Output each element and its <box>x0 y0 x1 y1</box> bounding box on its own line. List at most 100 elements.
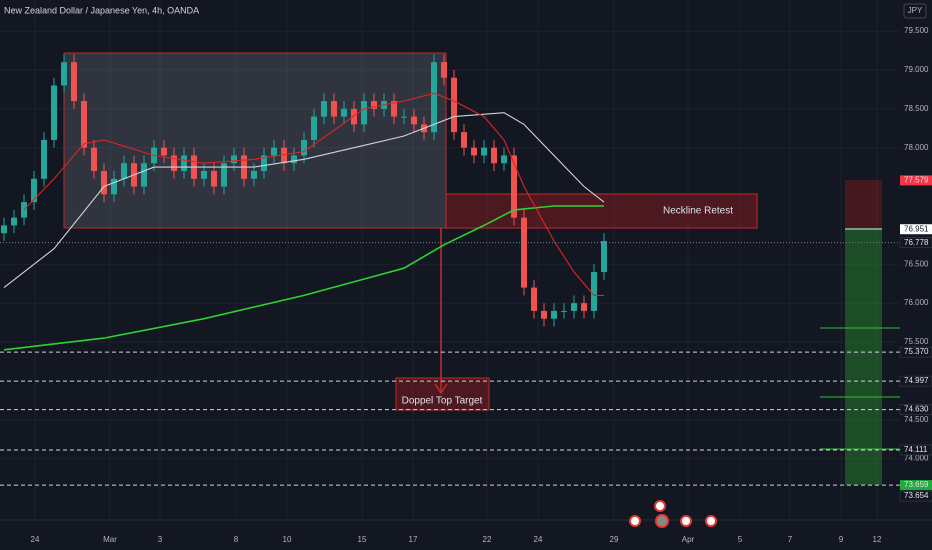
target-label: Doppel Top Target <box>402 396 483 407</box>
candle-body <box>11 217 17 226</box>
currency-box <box>903 3 927 19</box>
candle-body <box>451 77 457 133</box>
y-tick-label: 78.000 <box>904 143 929 152</box>
candle-body <box>391 101 397 117</box>
candle-body <box>51 85 57 140</box>
candle-body <box>71 62 77 102</box>
reward-zone <box>845 228 882 485</box>
candle-body <box>111 178 117 195</box>
target-box <box>395 377 490 411</box>
candle-body <box>211 171 217 187</box>
range-box <box>63 52 447 229</box>
x-tick-label: 24 <box>534 535 543 544</box>
y-tick-label: 74.500 <box>904 415 929 424</box>
candle-body <box>541 310 547 319</box>
candle-body <box>181 155 187 172</box>
event-icon <box>654 500 666 512</box>
candle-body <box>501 155 507 164</box>
y-tick-label: 74.000 <box>904 454 929 463</box>
y-tick-label: 75.500 <box>904 337 929 346</box>
price-tag <box>899 237 932 248</box>
x-tick-label: Apr <box>682 535 695 544</box>
candle-body <box>561 310 567 312</box>
price-tag-label: 76.951 <box>904 224 929 233</box>
candle-body <box>311 116 317 140</box>
x-tick-label: 15 <box>358 535 367 544</box>
event-icon <box>629 515 641 527</box>
price-tag-label: 74.997 <box>904 376 929 385</box>
event-icon <box>705 515 717 527</box>
candle-body <box>41 139 47 179</box>
candle-body <box>481 147 487 156</box>
candle-body <box>261 155 267 172</box>
price-tag-label: 73.659 <box>904 480 929 489</box>
candle-body <box>271 147 277 156</box>
y-tick-label: 78.500 <box>904 104 929 113</box>
moving-average <box>3 112 605 289</box>
price-axis <box>900 0 932 550</box>
price-tag <box>900 224 932 235</box>
candle-body <box>61 62 67 86</box>
price-tag <box>900 175 932 186</box>
candle-body <box>291 155 297 164</box>
candle-body <box>231 155 237 164</box>
price-tag <box>899 346 932 358</box>
candle-body <box>361 101 367 125</box>
x-tick-label: 3 <box>158 535 163 544</box>
candle-body <box>431 62 437 133</box>
price-tag-label: 76.778 <box>904 238 929 247</box>
candle-body <box>221 163 227 187</box>
x-tick-label: 5 <box>738 535 743 544</box>
candle-body <box>411 116 417 125</box>
y-tick-label: 76.500 <box>904 259 929 268</box>
price-tag-label: 75.370 <box>904 347 929 356</box>
moving-average <box>23 92 604 296</box>
moving-average <box>3 205 604 351</box>
candle-body <box>101 171 107 195</box>
plot <box>0 54 900 486</box>
candle-body <box>571 303 577 311</box>
candle-body <box>251 171 257 179</box>
event-icons <box>629 500 717 528</box>
candle-body <box>281 147 287 164</box>
x-tick-label: 17 <box>409 535 418 544</box>
candle-body <box>441 62 447 78</box>
price-tag <box>899 490 932 502</box>
event-icon <box>655 514 669 528</box>
y-tick-label: 79.500 <box>904 26 929 35</box>
neckline-label: Neckline Retest <box>663 206 733 217</box>
price-tag-label: 73.654 <box>904 491 929 500</box>
event-icon <box>680 515 692 527</box>
symbol-title: New Zealand Dollar / Japanese Yen, 4h, O… <box>4 5 199 15</box>
candle-body <box>161 147 167 156</box>
axis-labels: 79.500 79.000 78.500 78.000 76.500 76.000 75.5… <box>31 26 932 544</box>
candle-body <box>81 101 87 148</box>
candle-body <box>401 116 407 118</box>
x-tick-label: 29 <box>610 535 619 544</box>
candle-body <box>471 147 477 156</box>
x-tick-label: 9 <box>839 535 844 544</box>
candle-body <box>591 272 597 311</box>
candle-body <box>91 147 97 172</box>
grid <box>0 0 900 520</box>
candle-body <box>121 163 127 179</box>
candle-body <box>341 108 347 117</box>
x-tick-label: 10 <box>283 535 292 544</box>
risk-zone <box>845 180 882 228</box>
candle-body <box>521 217 527 288</box>
x-tick-label: 8 <box>234 535 239 544</box>
price-tag-label: 77.579 <box>904 176 929 185</box>
candle-body <box>511 155 517 218</box>
x-tick-label: 24 <box>31 535 40 544</box>
candle-body <box>581 303 587 311</box>
x-tick-label: 12 <box>873 535 882 544</box>
arrow-head <box>434 383 448 395</box>
candle-body <box>371 101 377 109</box>
price-tag <box>900 480 932 491</box>
price-tag-label: 74.111 <box>904 445 928 454</box>
candle-body <box>551 310 557 319</box>
price-tag <box>899 404 932 415</box>
price-tag <box>899 375 932 387</box>
x-tick-label: Mar <box>103 535 117 544</box>
